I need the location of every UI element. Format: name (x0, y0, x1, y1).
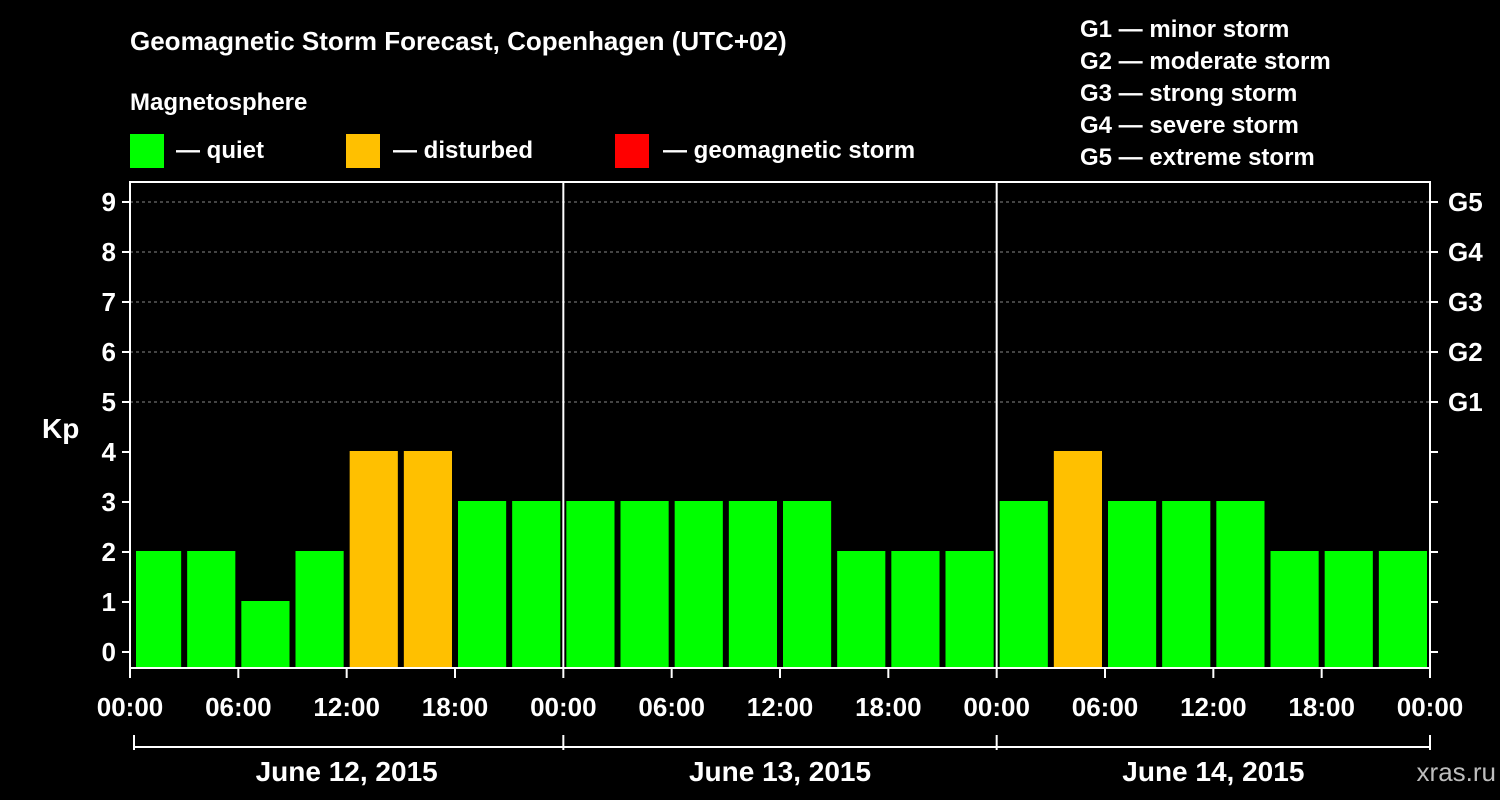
kp-bar (945, 551, 994, 668)
kp-bar (1324, 551, 1373, 668)
legend-swatch-quiet (130, 134, 164, 168)
legend-swatch-disturbed (346, 134, 380, 168)
bars (136, 451, 1427, 668)
g-scale-label: G1 (1448, 387, 1483, 417)
x-tick-label: 12:00 (313, 692, 380, 722)
kp-bar (1378, 551, 1427, 668)
y-tick-label: 2 (102, 537, 116, 567)
kp-bar (1108, 501, 1157, 668)
kp-bar (1216, 501, 1265, 668)
day-label: June 13, 2015 (689, 756, 871, 787)
kp-bar (999, 501, 1048, 668)
legend-label-disturbed: — disturbed (393, 137, 533, 164)
y-tick-label: 8 (102, 237, 116, 267)
chart-title: Geomagnetic Storm Forecast, Copenhagen (… (130, 26, 787, 56)
x-tick-label: 00:00 (963, 692, 1030, 722)
legend-heading: Magnetosphere (130, 89, 307, 116)
g-scale-label: G2 (1448, 337, 1483, 367)
legend-label-storm: — geomagnetic storm (663, 137, 915, 164)
y-tick-label: 5 (102, 387, 116, 417)
x-tick-label: 18:00 (855, 692, 922, 722)
kp-bar (295, 551, 344, 668)
y-axis-ticks: 0 1 2 3 4 5 6 7 8 9 (102, 187, 130, 667)
kp-bar (620, 501, 669, 668)
g-scale-label: G3 (1448, 287, 1483, 317)
g-scale-label: G4 (1448, 237, 1483, 267)
kp-bar (136, 551, 182, 668)
kp-bar (349, 451, 398, 668)
kp-bar (1270, 551, 1319, 668)
y-tick-label: 4 (102, 437, 117, 467)
scale-g2: G2 — moderate storm (1080, 48, 1331, 75)
scale-g1: G1 — minor storm (1080, 16, 1289, 43)
g-scale-ticks: G1 G2 G3 G4 G5 (1430, 187, 1483, 653)
x-tick-label: 18:00 (1288, 692, 1355, 722)
y-tick-label: 6 (102, 337, 116, 367)
kp-bar (187, 551, 236, 668)
day-label: June 14, 2015 (1122, 756, 1304, 787)
x-tick-label: 00:00 (530, 692, 597, 722)
kp-bar (458, 501, 507, 668)
x-tick-label: 12:00 (747, 692, 814, 722)
kp-bar (891, 551, 940, 668)
y-tick-label: 9 (102, 187, 116, 217)
kp-bar (403, 451, 452, 668)
kp-bar (1162, 501, 1211, 668)
y-axis-label: Kp (42, 413, 79, 444)
x-tick-label: 00:00 (1397, 692, 1464, 722)
x-tick-label: 12:00 (1180, 692, 1247, 722)
x-axis-ticks: 00:00 06:00 12:00 18:00 00:00 06:00 12:00 18:00… (97, 668, 1464, 722)
legend-label-quiet: — quiet (176, 137, 264, 164)
x-tick-label: 06:00 (205, 692, 272, 722)
x-tick-label: 06:00 (638, 692, 705, 722)
watermark: xras.ru (1417, 757, 1496, 787)
kp-bar (241, 601, 290, 668)
day-labels: June 12, 2015 June 13, 2015 June 14, 2015 (133, 735, 1431, 787)
y-tick-label: 7 (102, 287, 116, 317)
x-tick-label: 18:00 (422, 692, 489, 722)
kp-bar (837, 551, 886, 668)
legend-swatch-storm (615, 134, 649, 168)
scale-g5: G5 — extreme storm (1080, 144, 1315, 171)
day-label: June 12, 2015 (256, 756, 438, 787)
kp-bar (566, 501, 615, 668)
x-tick-label: 06:00 (1072, 692, 1139, 722)
day-dividers (562, 182, 998, 668)
y-tick-label: 1 (102, 587, 116, 617)
g-scale-label: G5 (1448, 187, 1483, 217)
x-tick-label: 00:00 (97, 692, 164, 722)
scale-g3: G3 — strong storm (1080, 80, 1297, 107)
kp-bar (783, 501, 832, 668)
kp-bar (512, 501, 561, 668)
scale-g4: G4 — severe storm (1080, 112, 1299, 139)
kp-bar (728, 501, 777, 668)
kp-bar (1053, 451, 1102, 668)
y-tick-label: 0 (102, 637, 116, 667)
y-tick-label: 3 (102, 487, 116, 517)
kp-bar (674, 501, 723, 668)
grid-lines (130, 201, 1430, 403)
